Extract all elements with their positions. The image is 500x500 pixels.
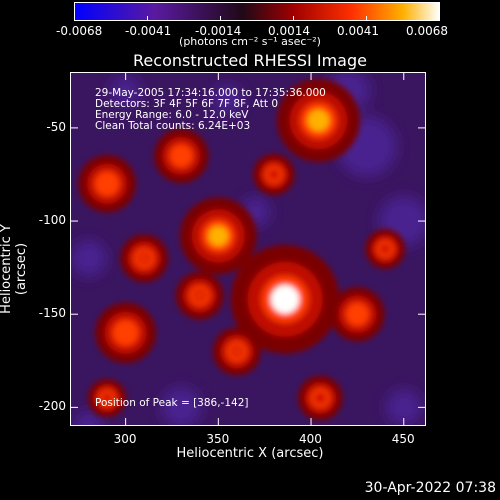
emission-source xyxy=(278,292,292,307)
emission-source xyxy=(141,255,148,262)
y-tick-label: -100 xyxy=(38,213,66,228)
background-region xyxy=(110,75,141,106)
info-time-range: 29-May-2005 17:34:16.000 to 17:35:36.000 xyxy=(95,87,326,99)
y-axis-label: Heliocentric Y (arcsec) xyxy=(0,224,29,314)
colorbar-tick-label: -0.0068 xyxy=(56,24,103,38)
chart-title: Reconstructed RHESSI Image xyxy=(133,51,367,70)
background-region xyxy=(73,411,104,426)
heatmap-plot xyxy=(70,72,426,426)
emission-source xyxy=(121,329,130,337)
colorbar-tick-label: 0.0014 xyxy=(268,24,310,38)
background-region xyxy=(70,240,107,277)
background-region xyxy=(161,387,202,426)
emission-source xyxy=(313,115,324,126)
y-tick-label: -200 xyxy=(38,399,66,414)
emission-source xyxy=(196,292,203,299)
emission-source xyxy=(382,246,388,252)
info-total-counts: Clean Total counts: 6.24E+03 xyxy=(95,120,251,132)
background-region xyxy=(212,84,243,115)
emission-source xyxy=(103,180,111,188)
colorbar-tick-label: -0.0041 xyxy=(125,24,172,38)
timestamp-footer: 30-Apr-2022 07:38 xyxy=(364,480,496,496)
colorbar xyxy=(74,2,440,21)
info-peak-position: Position of Peak = [386,-142] xyxy=(95,397,249,409)
x-axis-label: Heliocentric X (arcsec) xyxy=(176,446,324,461)
emission-source xyxy=(353,310,361,318)
emission-source xyxy=(317,395,324,401)
colorbar-tick-label: 0.0068 xyxy=(406,24,448,38)
background-region xyxy=(385,389,422,426)
x-tick-label: 300 xyxy=(113,432,137,446)
emission-source xyxy=(271,171,277,178)
colorbar-tick-label: 0.0041 xyxy=(337,24,379,38)
x-tick-label: 350 xyxy=(206,432,230,446)
info-detectors: Detectors: 3F 4F 5F 6F 7F 8F, Att 0 xyxy=(95,98,279,110)
y-tick-label: -50 xyxy=(46,119,66,134)
y-tick-label: -150 xyxy=(38,306,66,321)
plot-frame xyxy=(70,72,426,426)
info-energy-range: Energy Range: 6.0 - 12.0 keV xyxy=(95,109,249,121)
emission-source xyxy=(104,395,110,401)
emission-source xyxy=(233,348,240,355)
x-tick-label: 450 xyxy=(391,432,415,446)
emission-source xyxy=(213,231,224,241)
colorbar-tick-label: -0.0014 xyxy=(195,24,242,38)
x-tick-label: 400 xyxy=(299,432,322,446)
emission-source xyxy=(177,152,185,160)
colorbar-units: (photons cm⁻² s⁻¹ asec⁻²) xyxy=(179,35,321,48)
